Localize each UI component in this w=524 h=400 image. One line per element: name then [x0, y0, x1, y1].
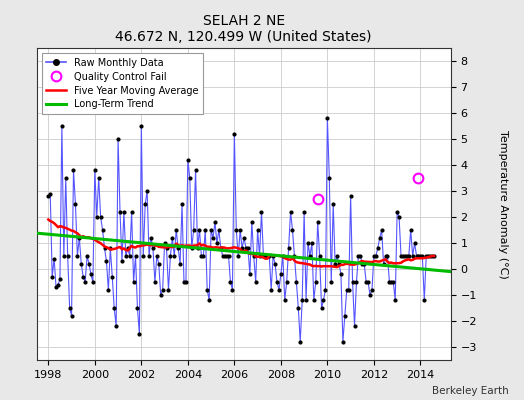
Legend: Raw Monthly Data, Quality Control Fail, Five Year Moving Average, Long-Term Tren: Raw Monthly Data, Quality Control Fail, …: [41, 53, 203, 114]
Y-axis label: Temperature Anomaly (°C): Temperature Anomaly (°C): [498, 130, 508, 278]
Title: SELAH 2 NE
46.672 N, 120.499 W (United States): SELAH 2 NE 46.672 N, 120.499 W (United S…: [115, 14, 372, 44]
Text: Berkeley Earth: Berkeley Earth: [432, 386, 508, 396]
